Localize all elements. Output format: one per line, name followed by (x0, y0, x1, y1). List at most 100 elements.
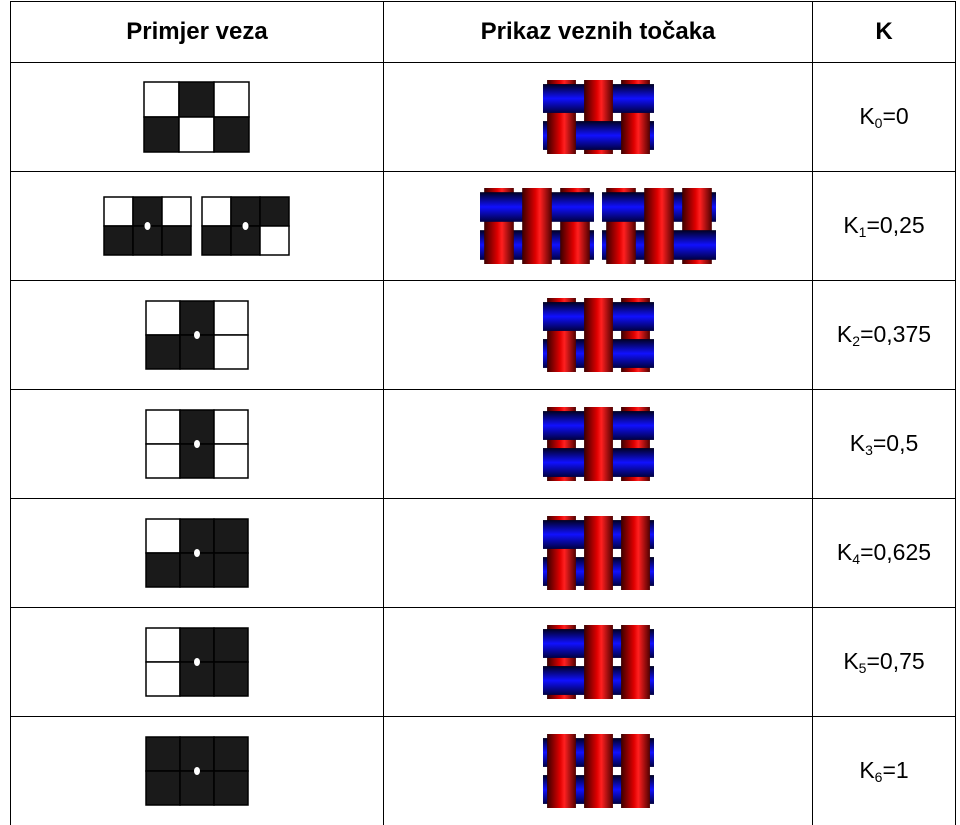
grid-cell (144, 660, 181, 697)
grid-cell (213, 80, 250, 118)
weft (616, 411, 654, 440)
render-cell (383, 280, 813, 390)
grid-cell (178, 442, 215, 479)
grid-cell (132, 224, 163, 256)
warp (644, 226, 674, 264)
grid-cell (212, 333, 249, 370)
k-symbol: K (836, 539, 853, 565)
grid-cell (178, 769, 215, 806)
render-cell (383, 171, 813, 281)
center-dot (242, 221, 249, 230)
k-cell: K5=0,75 (812, 607, 956, 717)
warp (583, 335, 613, 372)
k-cell: K3=0,5 (812, 389, 956, 499)
warp (606, 226, 636, 264)
weave-diagram (144, 626, 249, 697)
k-symbol: K (836, 321, 853, 347)
k-symbol: K (843, 648, 859, 674)
pattern-cell (10, 716, 384, 825)
weft (542, 666, 580, 695)
k-cell: K1=0,25 (812, 171, 956, 281)
render-cell (383, 498, 813, 608)
k-value: =1 (882, 757, 909, 783)
grid-cell (178, 408, 215, 445)
weave-diagram (144, 735, 249, 806)
k-index: 1 (858, 224, 867, 240)
warp (583, 734, 613, 771)
weave-render (602, 188, 716, 264)
grid-cell (144, 551, 181, 588)
render-cell (383, 389, 813, 499)
warp (620, 117, 650, 154)
grid-cell (230, 195, 261, 227)
warp (620, 771, 650, 808)
grid-cell (201, 195, 232, 227)
grid-cell (212, 299, 249, 336)
center-dot (193, 330, 200, 339)
table-body: K0=0 K1=0,25 K2=0,375 K3=0,5 K4=0,625 K5=0,75… (10, 62, 956, 825)
warp (620, 625, 650, 662)
table-row: K6=1 (10, 716, 956, 825)
weft (480, 192, 518, 222)
pattern-cell (10, 389, 384, 499)
grid-cell (259, 195, 290, 227)
table-row: K5=0,75 (10, 607, 956, 717)
weft (616, 302, 654, 331)
k-index: 0 (874, 115, 883, 131)
grid-cell (213, 115, 250, 153)
grid-cell (212, 626, 249, 663)
k-symbol: K (859, 103, 875, 129)
weft (542, 84, 580, 113)
k-symbol: K (843, 212, 859, 238)
k-value: =0,25 (866, 212, 925, 238)
grid-cell (178, 660, 215, 697)
header-cell: Primjer veza (10, 1, 384, 63)
weft (542, 520, 580, 549)
pattern-cell (10, 280, 384, 390)
k-symbol: K (859, 757, 875, 783)
center-dot (193, 548, 200, 557)
grid-cell (144, 333, 181, 370)
grid-cell (144, 735, 181, 772)
grid-cell (143, 80, 180, 118)
warp (583, 771, 613, 808)
warp (583, 625, 613, 662)
warp (583, 553, 613, 590)
grid-cell (103, 195, 134, 227)
warp (583, 516, 613, 553)
warp (620, 662, 650, 699)
grid-cell (212, 442, 249, 479)
k-value: =0 (882, 103, 909, 129)
table-row: K4=0,625 (10, 498, 956, 608)
grid-cell (212, 408, 249, 445)
grid-cell (144, 769, 181, 806)
center-dot (193, 766, 200, 775)
k-symbol: K (849, 430, 866, 456)
grid-cell (212, 769, 249, 806)
warp (484, 226, 514, 264)
weave-diagram (144, 408, 249, 479)
warp (546, 771, 576, 808)
k-value: =0,375 (860, 321, 932, 347)
header-cell: K (812, 1, 956, 63)
grid-cell (161, 195, 192, 227)
grid-cell (178, 115, 215, 153)
grid-cell (212, 551, 249, 588)
warp (546, 553, 576, 590)
k-cell: K4=0,625 (812, 498, 956, 608)
grid-cell (212, 660, 249, 697)
warp (682, 188, 712, 226)
weft (542, 629, 580, 658)
weave-render (542, 298, 654, 372)
grid-cell (178, 626, 215, 663)
warp (546, 734, 576, 771)
k-index: 2 (852, 333, 861, 349)
grid-cell (144, 408, 181, 445)
grid-cell (212, 517, 249, 554)
center-dot (193, 439, 200, 448)
header-row: Primjer veza Prikaz veznih točaka K (10, 1, 956, 63)
grid-cell (178, 80, 215, 118)
grid-cell (178, 735, 215, 772)
grid-cell (178, 299, 215, 336)
weave-render (542, 734, 654, 808)
